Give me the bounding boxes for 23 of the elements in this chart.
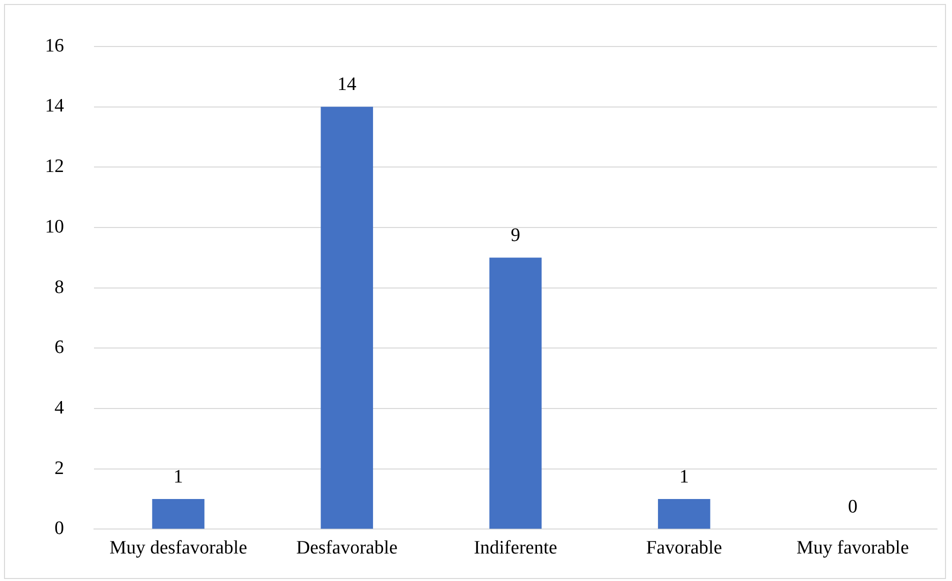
data-label: 9: [510, 225, 520, 246]
bar: [489, 258, 542, 529]
data-label: 0: [848, 496, 858, 518]
bar: [658, 499, 710, 529]
data-label: 14: [337, 74, 357, 96]
y-tick-label: 12: [45, 156, 64, 178]
y-tick-label: 0: [54, 518, 64, 540]
y-tick-label: 6: [54, 337, 64, 358]
x-tick-label: Indiferente: [474, 538, 558, 559]
y-tick-label: 10: [45, 216, 64, 238]
y-tick-label: 8: [54, 276, 64, 298]
y-tick-label: 14: [45, 96, 64, 117]
y-tick-label: 2: [54, 458, 64, 479]
bar: [320, 106, 374, 529]
bar: [152, 499, 204, 529]
x-tick-label: Desfavorable: [296, 538, 398, 559]
y-tick-label: 16: [45, 35, 64, 56]
data-label: 1: [679, 466, 689, 488]
x-tick-label: Muy desfavorable: [109, 538, 248, 559]
x-tick-label: Favorable: [646, 538, 722, 559]
data-label: 1: [174, 466, 184, 488]
x-tick-label: Muy favorable: [796, 538, 909, 559]
y-tick-label: 4: [54, 397, 64, 418]
